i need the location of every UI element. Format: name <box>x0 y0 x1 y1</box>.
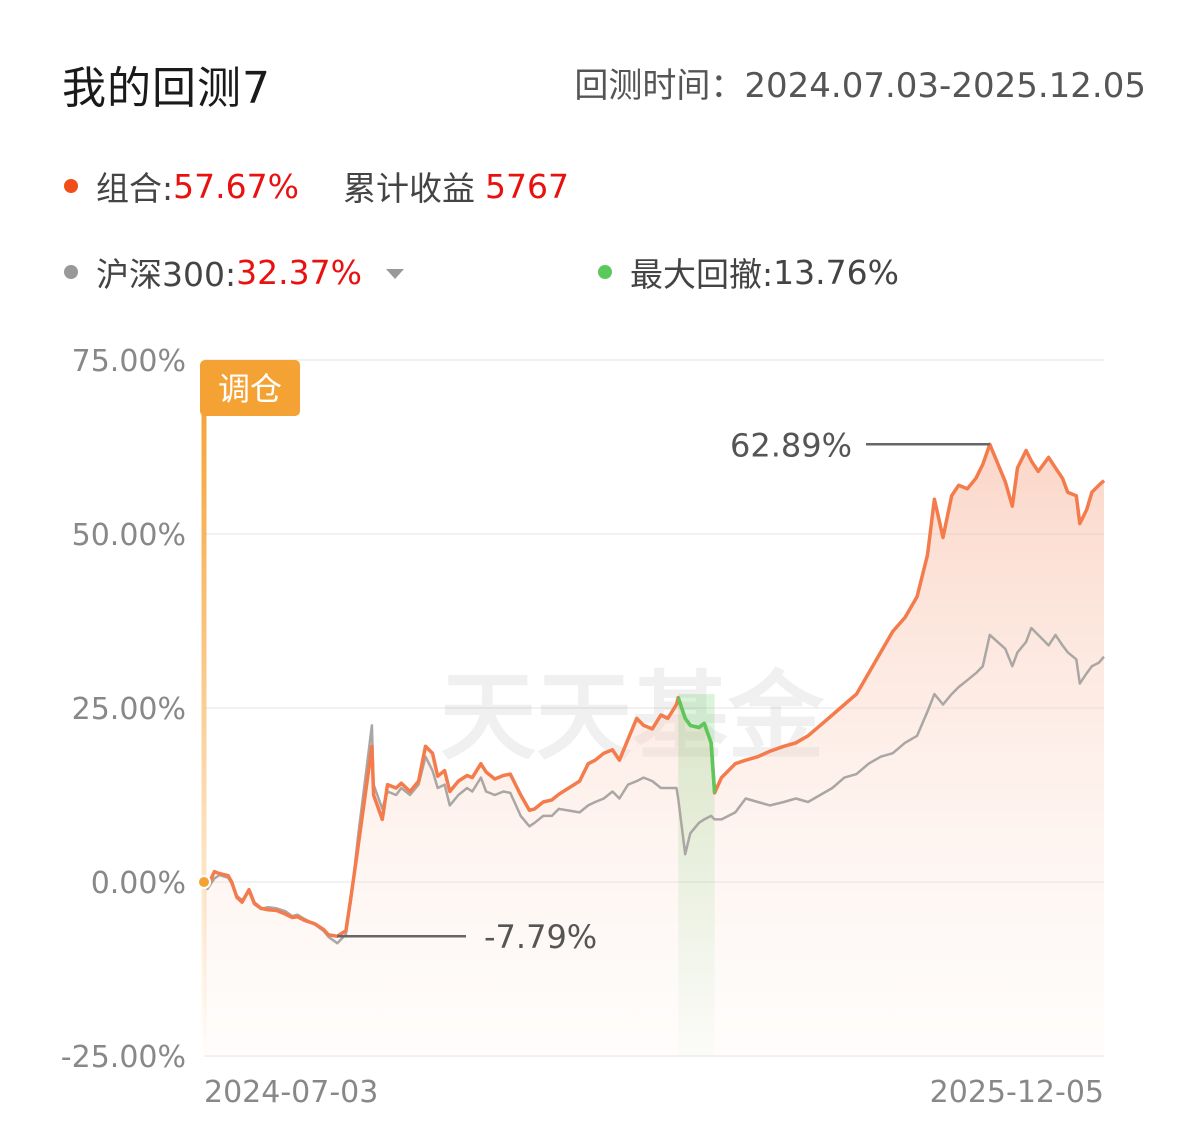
drawdown-summary: 最大回撤: 13.76% <box>598 248 899 296</box>
drawdown-legend-dot <box>598 265 612 279</box>
portfolio-line <box>202 442 1106 938</box>
benchmark-selector[interactable]: 沪深300: 32.37% <box>64 248 404 296</box>
y-tick-label: 25.00% <box>72 692 186 727</box>
rebalance-tag[interactable]: 调仓 <box>200 360 300 416</box>
cumulative-value: 5767 <box>484 166 569 206</box>
benchmark-legend-dot <box>64 265 78 279</box>
benchmark-return: 32.37% <box>236 252 362 292</box>
cumulative-label: 累计收益 <box>342 169 475 208</box>
benchmark-label: 沪深300: <box>96 255 237 294</box>
min-annotation-label: -7.79% <box>484 918 597 956</box>
portfolio-return: 57.67% <box>173 166 299 206</box>
max-drawdown-line <box>676 697 717 794</box>
portfolio-area <box>204 444 1104 1056</box>
y-axis: 75.00% 50.00% 25.00% 0.00% -25.00% <box>61 344 186 1075</box>
y-tick-label: -25.00% <box>61 1040 186 1075</box>
portfolio-legend-dot <box>64 179 78 193</box>
y-tick-label: 75.00% <box>72 344 186 379</box>
rebalance-line <box>201 390 207 1056</box>
chevron-down-icon[interactable] <box>385 269 404 279</box>
x-tick-label: 2025-12-05 <box>930 1075 1104 1110</box>
x-axis: 2024-07-03 2025-12-05 <box>204 1075 1104 1110</box>
x-tick-label: 2024-07-03 <box>204 1075 378 1110</box>
backtest-period: 回测时间：2024.07.03-2025.12.05 <box>574 58 1146 107</box>
annotations: 62.89% -7.79% <box>337 426 990 956</box>
drawdown-value: 13.76% <box>773 252 899 292</box>
portfolio-label: 组合: <box>96 169 174 208</box>
page-title: 我的回测7 <box>62 63 271 114</box>
y-tick-label: 0.00% <box>91 866 186 901</box>
period-value: 2024.07.03-2025.12.05 <box>744 66 1146 106</box>
y-tick-label: 50.00% <box>72 518 186 553</box>
max-annotation-label: 62.89% <box>730 426 852 464</box>
start-point <box>197 875 211 889</box>
rebalance-tag-label: 调仓 <box>218 370 282 408</box>
max-drawdown-band <box>678 694 715 1056</box>
backtest-chart[interactable]: 75.00%50.00%25.00%0.00%-25.00% 天天基金 62.8… <box>0 330 1198 1143</box>
drawdown-label: 最大回撤: <box>630 255 774 294</box>
period-label: 回测时间： <box>574 66 745 106</box>
portfolio-summary: 组合: 57.67% 累计收益 5767 <box>64 162 569 210</box>
rebalance-tag-bg <box>200 360 300 416</box>
